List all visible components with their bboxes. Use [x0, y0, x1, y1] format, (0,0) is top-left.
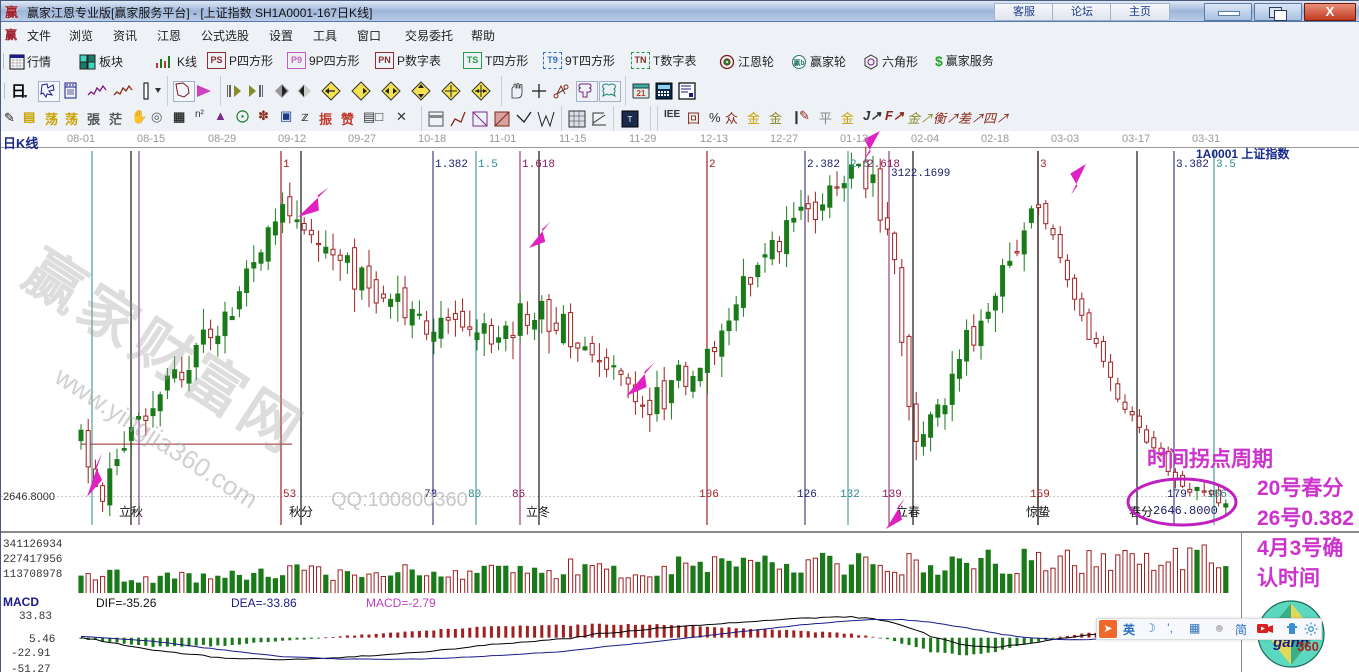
svg-text:21: 21 — [637, 89, 646, 98]
svg-text:赢b: 赢b — [793, 58, 804, 67]
svg-text:日: 日 — [11, 83, 26, 99]
svg-text:360: 360 — [1297, 639, 1319, 654]
svg-text:T: T — [628, 115, 633, 124]
